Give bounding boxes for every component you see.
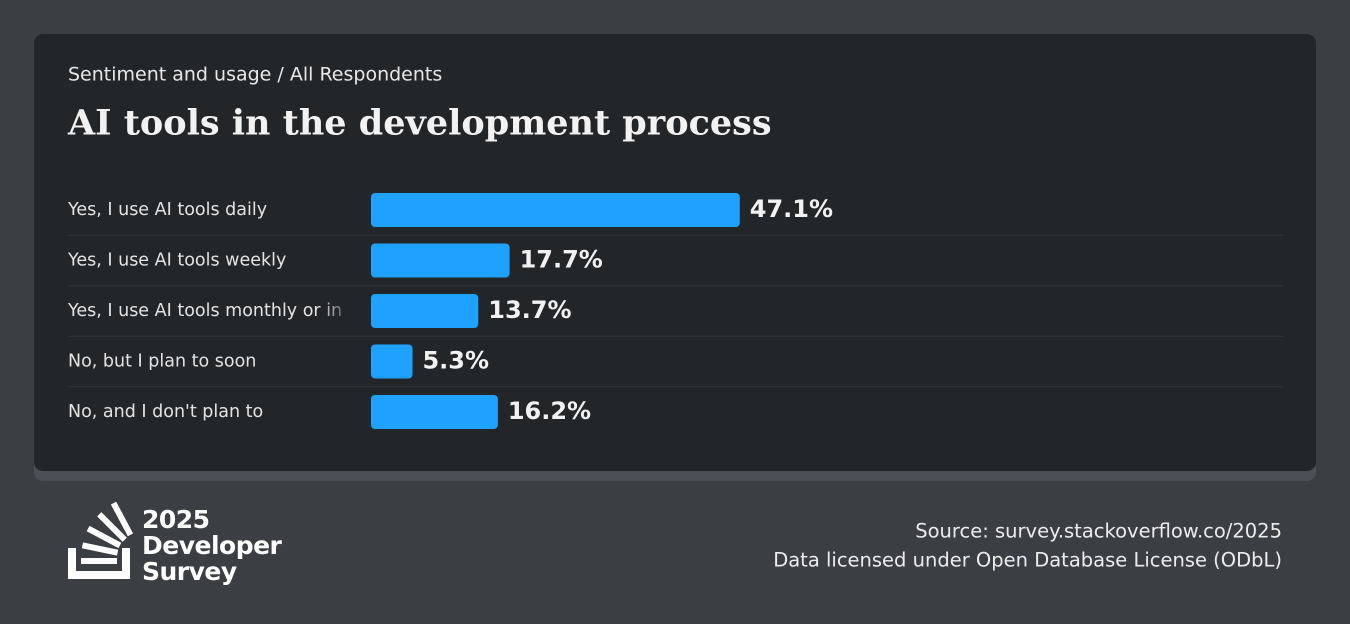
chart-title: AI tools in the development process [67, 103, 772, 144]
category-label-group: Yes, I use AI tools weekly [67, 251, 286, 271]
category-label-group: No, but I plan to soon [68, 352, 256, 372]
category-label-group: Yes, I use AI tools daily [67, 200, 267, 220]
category-label: No, and I don't plan to [68, 402, 263, 422]
plot: Yes, I use AI tools daily 47.1% Yes, I use… [67, 193, 1283, 429]
license: Data licensed under Open Database Licens… [773, 549, 1282, 572]
logo-text: Developer [142, 531, 283, 560]
logo-icon [68, 501, 134, 579]
bar [371, 243, 510, 278]
value-label: 16.2% [508, 397, 591, 425]
logo-text: 2025 [142, 505, 210, 534]
category-label-group: Yes, I use AI tools monthly or in [67, 301, 342, 321]
value-label: 13.7% [488, 296, 571, 324]
bar [371, 294, 479, 328]
card [34, 34, 1316, 471]
bar [371, 193, 740, 227]
category-label: No, but I plan to soon [68, 352, 256, 372]
value-label: 17.7% [520, 246, 603, 274]
bar [371, 344, 413, 379]
subtitle: Sentiment and usage / All Respondents [68, 64, 442, 86]
value-label: 47.1% [750, 195, 833, 223]
bar [371, 395, 498, 429]
value-label: 5.3% [422, 347, 489, 375]
source: Source: survey.stackoverflow.co/2025 [915, 520, 1282, 543]
category-label-group: No, and I don't plan to [68, 402, 263, 422]
category-label: Yes, I use AI tools monthly or in [67, 301, 342, 321]
category-label: Yes, I use AI tools weekly [67, 251, 286, 271]
logo-text: Survey [142, 557, 237, 586]
category-label: Yes, I use AI tools daily [67, 200, 267, 220]
